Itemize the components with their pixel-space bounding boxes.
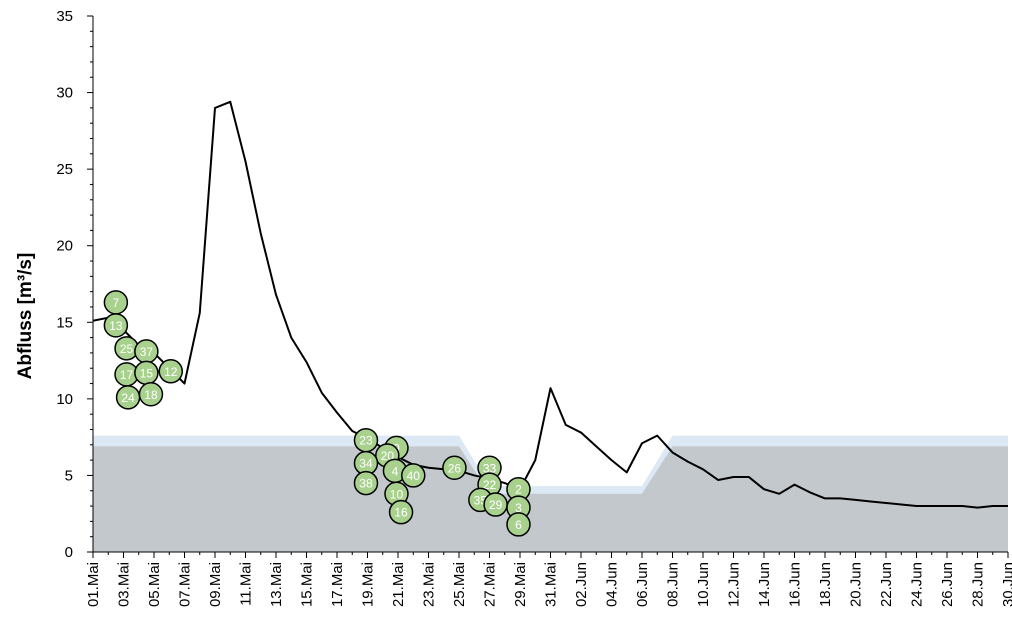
sample-marker-label: 3: [515, 501, 522, 515]
x-tick-label: 05.Mai: [146, 562, 163, 607]
sample-marker: [158, 359, 184, 384]
x-tick-label: 19.Mai: [360, 562, 377, 607]
x-tick-label: 11.Mai: [238, 562, 255, 606]
sample-marker-label: 24: [121, 391, 135, 405]
x-tick-label: 13.Mai: [268, 562, 285, 607]
threshold-band: [93, 435, 1008, 552]
y-tick-label: 25: [56, 161, 73, 178]
discharge-line: [92, 100, 1008, 509]
sample-marker: [138, 382, 164, 407]
x-tick-label: 30.Jun: [1000, 562, 1012, 607]
x-tick-label: 21.Mai: [390, 562, 407, 607]
x-tick-label: 06.Jun: [634, 562, 651, 607]
sample-marker-label: 23: [359, 434, 373, 448]
sample-marker-label: 2: [515, 483, 522, 497]
y-tick-label: 30: [56, 85, 73, 102]
sample-marker-label: 6: [515, 518, 522, 532]
x-tick-label: 09.Mai: [207, 562, 224, 607]
x-tick-label: 31.Mai: [543, 562, 560, 607]
x-tick-label: 08.Jun: [665, 562, 682, 607]
threshold-area: [93, 446, 1008, 552]
sample-marker-label: 16: [394, 506, 408, 520]
sample-marker: [506, 512, 531, 537]
sample-marker-label: 34: [359, 457, 373, 471]
y-tick-label: 5: [65, 467, 73, 484]
sample-marker-label: 4: [392, 464, 399, 478]
sample-marker-label: 7: [113, 296, 120, 310]
sample-marker: [388, 499, 414, 525]
y-tick-label: 0: [65, 544, 73, 561]
sample-markers: 7132537171512241823920344402633382221035…: [103, 290, 531, 537]
sample-marker-label: 26: [448, 461, 462, 475]
sample-marker-label: 33: [483, 461, 497, 475]
x-tick-label: 10.Jun: [695, 562, 712, 607]
x-tick-label: 04.Jun: [604, 562, 621, 607]
sample-marker: [401, 463, 426, 488]
sample-marker: [353, 470, 379, 496]
y-tick-label: 35: [56, 8, 73, 25]
x-tick-label: 25.Mai: [451, 562, 468, 607]
axes: 0 5 10 15 20 25 30 35 01.Mai 03.Mai 05.Mai 07.Mai 09…: [56, 8, 1012, 607]
sample-marker-label: 38: [359, 477, 373, 491]
sample-marker-label: 17: [120, 368, 134, 382]
sample-marker-label: 29: [489, 498, 503, 512]
sample-marker-label: 37: [140, 345, 154, 359]
x-tick-label: 29.Mai: [512, 562, 529, 607]
sample-marker-label: 10: [390, 487, 404, 501]
x-tick-label: 03.Mai: [116, 562, 133, 607]
x-tick-label: 01.Mai: [85, 562, 102, 607]
x-tick-label: 28.Jun: [970, 562, 987, 607]
sample-marker-label: 18: [144, 388, 158, 402]
sample-marker: [103, 313, 129, 338]
sample-marker-label: 22: [483, 478, 497, 492]
y-tick-label: 10: [56, 391, 73, 408]
sample-marker-label: 40: [407, 469, 421, 483]
x-tick-label: 15.Mai: [299, 562, 316, 607]
x-tick-label: 24.Jun: [909, 562, 926, 607]
x-tick-label: 14.Jun: [756, 562, 773, 607]
x-tick-label: 07.Mai: [177, 562, 194, 607]
sample-marker-label: 13: [109, 319, 123, 333]
x-tick-label: 27.Mai: [482, 562, 499, 607]
y-tick-label: 15: [56, 314, 73, 331]
discharge-line-group: [92, 100, 1008, 509]
x-tick-label: 12.Jun: [726, 562, 743, 607]
sample-marker-label: 15: [140, 366, 154, 380]
x-tick-label: 18.Jun: [817, 562, 834, 607]
x-tick-label: 23.Mai: [421, 562, 438, 607]
sample-marker-label: 25: [120, 342, 134, 356]
sample-marker: [442, 455, 467, 481]
x-tick-label: 17.Mai: [329, 562, 346, 607]
x-tick-label: 02.Jun: [573, 562, 590, 607]
x-tick-label: 22.Jun: [878, 562, 895, 607]
x-tick-label: 16.Jun: [787, 562, 804, 607]
x-tick-label: 20.Jun: [848, 562, 865, 607]
y-axis-label: Abfluss [m³/s]: [15, 253, 36, 380]
x-tick-label: 26.Jun: [939, 562, 956, 607]
sample-marker-label: 12: [164, 365, 178, 379]
y-tick-label: 20: [56, 238, 73, 255]
